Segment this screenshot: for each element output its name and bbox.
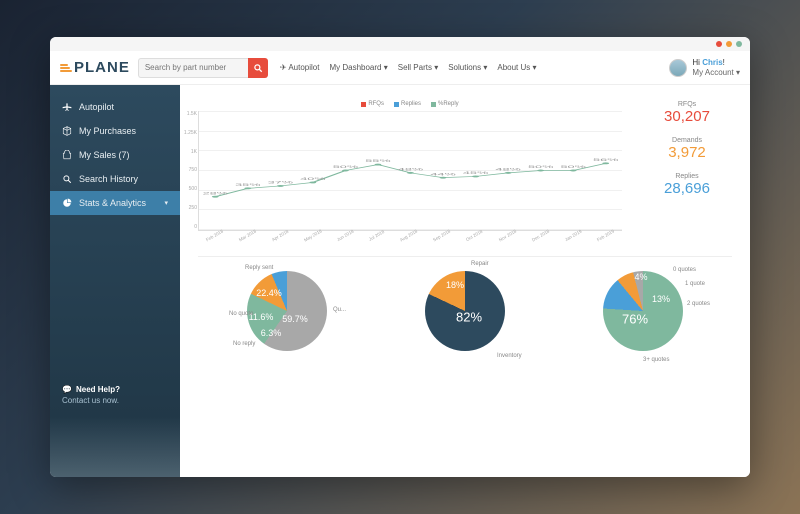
- pie-slice-label: Inventory: [497, 353, 522, 359]
- pie-slice-label: 0 quotes: [673, 267, 696, 273]
- help-box[interactable]: 💬 Need Help? Contact us now.: [50, 373, 180, 417]
- sidebar-items: Autopilot My Purchases My Sales (7) Search …: [50, 85, 180, 225]
- pie-chart: 59.7%22.4%11.6%6.3%Reply sentQu...No quo…: [222, 271, 352, 351]
- sidebar-item-label: My Purchases: [79, 126, 136, 136]
- nav-item[interactable]: About Us ▾: [497, 63, 536, 72]
- sidebar-item[interactable]: My Purchases: [50, 119, 180, 143]
- titlebar: [50, 37, 750, 51]
- nav-item[interactable]: Sell Parts ▾: [398, 63, 438, 72]
- nav-item[interactable]: ✈ Autopilot: [280, 63, 320, 72]
- help-title: Need Help?: [76, 385, 120, 394]
- metric: RFQs30,207: [642, 101, 732, 125]
- cube-icon: [62, 126, 72, 136]
- pie-slice-label: No reply: [233, 341, 255, 347]
- pie-charts-row: 59.7%22.4%11.6%6.3%Reply sentQu...No quo…: [198, 271, 732, 351]
- sidebar-item-label: Autopilot: [79, 102, 114, 112]
- metric-label: RFQs: [642, 101, 732, 108]
- header: PLANE ✈ Autopilot My Dashboard ▾ Sell Part…: [50, 51, 750, 85]
- bag-icon: [62, 150, 72, 160]
- pie-percent: 13%: [652, 294, 670, 304]
- top-nav: ✈ Autopilot My Dashboard ▾ Sell Parts ▾ Sol…: [280, 63, 537, 72]
- help-sub: Contact us now.: [62, 396, 168, 405]
- pie-slice-label: Repair: [471, 261, 489, 267]
- pie-percent: 18%: [446, 280, 464, 290]
- sidebar-item[interactable]: Stats & Analytics ▾: [50, 191, 180, 215]
- search-input[interactable]: [138, 58, 248, 78]
- pie-percent: 76%: [622, 312, 648, 327]
- plane-icon: [62, 102, 72, 112]
- pie-slice-label: Qu...: [333, 307, 346, 313]
- pie-slice-label: 2 quotes: [687, 301, 710, 307]
- body: Autopilot My Purchases My Sales (7) Search …: [50, 85, 750, 477]
- metrics-panel: RFQs30,207 Demands3,972 Replies28,696: [642, 101, 732, 238]
- search-button[interactable]: [248, 58, 268, 78]
- window-max-dot[interactable]: [736, 41, 742, 47]
- metric-label: Replies: [642, 173, 732, 180]
- legend-item: %Reply: [431, 101, 459, 107]
- x-axis-labels: Feb 2018Mar 2018Apr 2018May 2018Jun 2018…: [198, 233, 622, 238]
- sidebar-item[interactable]: Search History: [50, 167, 180, 191]
- sidebar-clouds-image: [50, 417, 180, 477]
- my-account-link[interactable]: My Account ▾: [692, 68, 740, 78]
- chart-icon: [62, 198, 72, 208]
- pie-chart: 76%13%4%0 quotes1 quote2 quotes3+ quotes: [578, 271, 708, 351]
- app-window: PLANE ✈ Autopilot My Dashboard ▾ Sell Part…: [50, 37, 750, 477]
- sidebar-item[interactable]: Autopilot: [50, 95, 180, 119]
- top-row: RFQs Replies %Reply 1.5K1.25K1K7505002500 …: [198, 101, 732, 238]
- main-content: RFQs Replies %Reply 1.5K1.25K1K7505002500 …: [180, 85, 750, 477]
- search-icon: [62, 174, 72, 184]
- pie-percent: 59.7%: [282, 314, 308, 324]
- metric-value: 30,207: [642, 108, 732, 125]
- pie-slice-label: 3+ quotes: [643, 357, 670, 363]
- avatar: [669, 59, 687, 77]
- window-close-dot[interactable]: [716, 41, 722, 47]
- window-min-dot[interactable]: [726, 41, 732, 47]
- sidebar: Autopilot My Purchases My Sales (7) Search …: [50, 85, 180, 477]
- sidebar-item[interactable]: My Sales (7): [50, 143, 180, 167]
- pie-chart: 82%18%RepairInventory: [400, 271, 530, 351]
- divider: [198, 256, 732, 257]
- sidebar-item-label: Stats & Analytics: [79, 198, 146, 208]
- search-icon: [253, 63, 263, 73]
- bar-chart: 1.5K1.25K1K7505002500 28%35%37%40%50%55%…: [198, 111, 622, 231]
- bar-chart-area: RFQs Replies %Reply 1.5K1.25K1K7505002500 …: [198, 101, 622, 238]
- brand-text: PLANE: [74, 59, 130, 76]
- metric: Replies28,696: [642, 173, 732, 197]
- metric: Demands3,972: [642, 137, 732, 161]
- legend-item: Replies: [394, 101, 421, 107]
- metric-value: 28,696: [642, 180, 732, 197]
- sidebar-item-label: My Sales (7): [79, 150, 130, 160]
- chart-legend: RFQs Replies %Reply: [198, 101, 622, 107]
- account-area[interactable]: Hi Chris! My Account ▾: [669, 58, 740, 77]
- chat-icon: 💬: [62, 385, 72, 394]
- logo-stripes-icon: [60, 64, 72, 72]
- brand-logo[interactable]: PLANE: [60, 59, 130, 76]
- pie-percent: 82%: [456, 310, 482, 325]
- legend-item: RFQs: [361, 101, 384, 107]
- search: [138, 58, 268, 78]
- metric-value: 3,972: [642, 144, 732, 161]
- pie-percent: 6.3%: [261, 328, 282, 338]
- pie-slice-label: No quote: [229, 311, 253, 317]
- nav-item[interactable]: Solutions ▾: [448, 63, 487, 72]
- metric-label: Demands: [642, 137, 732, 144]
- pie-slice-label: 1 quote: [685, 281, 705, 287]
- account-text: Hi Chris! My Account ▾: [692, 58, 740, 77]
- pie-percent: 22.4%: [256, 288, 282, 298]
- nav-item[interactable]: My Dashboard ▾: [329, 63, 387, 72]
- pie-slice-label: Reply sent: [245, 265, 273, 271]
- sidebar-item-label: Search History: [79, 174, 138, 184]
- pie-percent: 4%: [634, 272, 647, 282]
